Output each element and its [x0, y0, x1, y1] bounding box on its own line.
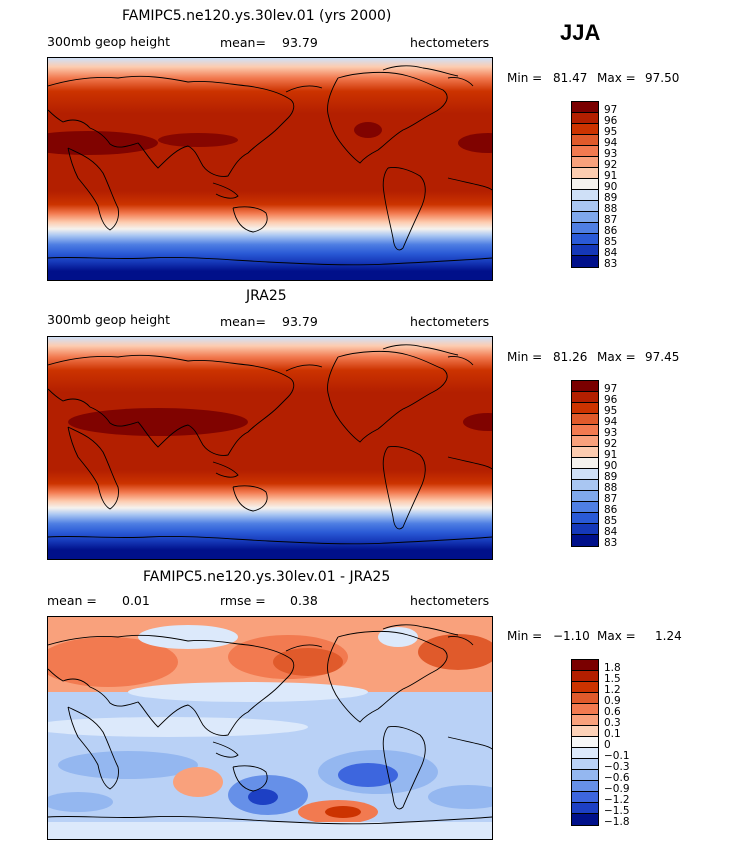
panel2-units: hectometers	[410, 314, 490, 329]
panel3-max-value: 1.24	[655, 629, 682, 643]
panel1-min-value: 81.47	[553, 71, 588, 85]
panel3-title: FAMIPC5.ne120.ys.30lev.01 - JRA25	[143, 569, 391, 585]
panel3-rmse-label: rmse =	[220, 593, 266, 608]
panel3-colorbar-labels: 1.8 1.5 1.2 0.9 0.6 0.3 0.1 0 −0.1 −0.3 −0.6−…	[604, 662, 630, 828]
panel1-colorbar-labels: 97 96 95 94 93 92 91 90 89 88 87 86 85 84 83	[604, 104, 618, 270]
panel1-field	[48, 58, 492, 280]
panel3-colorbar	[571, 659, 599, 826]
panel2-min-value: 81.26	[553, 350, 588, 364]
panel1-title: FAMIPC5.ne120.ys.30lev.01 (yrs 2000)	[122, 8, 392, 24]
panel3-mean-label: mean =	[47, 593, 97, 608]
panel2-colorbar-labels: 97 96 95 94 93 92 91 90 89 88 87 86 85 84 83	[604, 383, 618, 549]
panel3-min-value: −1.10	[553, 629, 590, 643]
panel2-mean-label: mean=	[220, 314, 266, 329]
panel1-map	[47, 57, 493, 281]
panel1-mean-value: 93.79	[282, 35, 318, 50]
panel3-mean-value: 0.01	[122, 593, 150, 608]
panel3-min-label: Min =	[507, 629, 543, 643]
panel1-colorbar	[571, 101, 599, 268]
panel3-units: hectometers	[410, 593, 490, 608]
panel2-min-label: Min =	[507, 350, 543, 364]
panel1-units: hectometers	[410, 35, 490, 50]
panel2-max-value: 97.45	[645, 350, 680, 364]
panel1-max-value: 97.50	[645, 71, 680, 85]
panel3-rmse-value: 0.38	[290, 593, 318, 608]
panel2-colorbar	[571, 380, 599, 547]
panel1-variable: 300mb geop height	[47, 34, 170, 49]
panel3-map	[47, 616, 493, 840]
panel2-coastlines	[48, 344, 492, 545]
season-label: JJA	[560, 20, 601, 45]
panel1-min-label: Min =	[507, 71, 543, 85]
panel2-max-label: Max =	[597, 350, 636, 364]
panel3-max-label: Max =	[597, 629, 636, 643]
panel1-coastlines	[48, 65, 492, 266]
panel2-variable: 300mb geop height	[47, 312, 170, 327]
panel1-mean-label: mean=	[220, 35, 266, 50]
panel2-title: JRA25	[246, 288, 287, 304]
panel2-field	[48, 337, 492, 559]
panel3-coastlines	[48, 624, 492, 825]
panel1-max-label: Max =	[597, 71, 636, 85]
panel2-map	[47, 336, 493, 560]
panel2-mean-value: 93.79	[282, 314, 318, 329]
